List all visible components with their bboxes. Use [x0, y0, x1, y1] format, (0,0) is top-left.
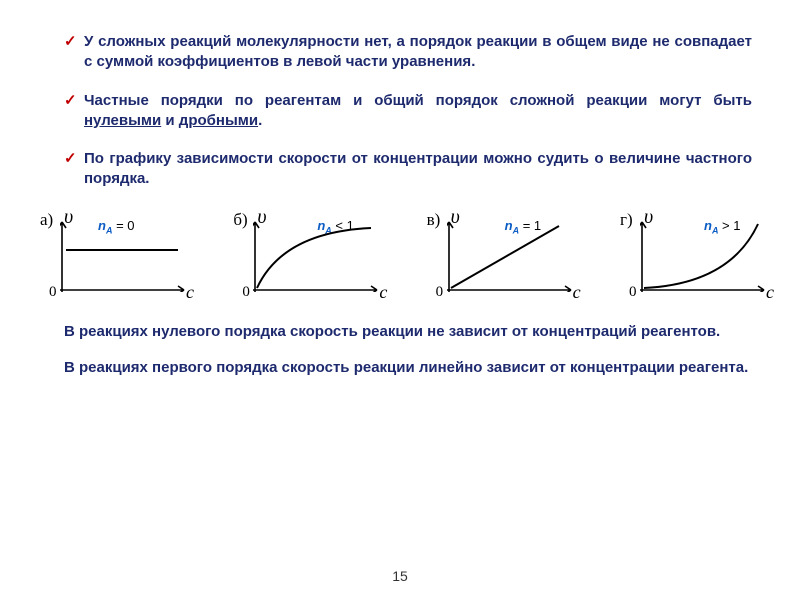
curve	[451, 226, 559, 288]
mini-chart: а)υnA = 00c	[34, 208, 202, 304]
chart-letter: б)	[233, 210, 247, 230]
x-axis-label: c	[573, 282, 581, 303]
curve	[257, 228, 371, 288]
mini-chart: в)υnA = 10c	[421, 208, 589, 304]
chart-letter: а)	[40, 210, 53, 230]
bullet-item: По графику зависимости скорости от конце…	[64, 149, 752, 190]
bullet-list: У сложных реакций молекулярности нет, а …	[64, 32, 752, 190]
x-axis-label: c	[379, 282, 387, 303]
chart-svg	[447, 218, 577, 292]
chart-svg	[60, 218, 190, 292]
bottom-paragraph: В реакциях нулевого порядка скорость реа…	[64, 322, 752, 342]
chart-svg	[253, 218, 383, 292]
origin-label: 0	[242, 284, 250, 301]
charts-row: а)υnA = 00cб)υnA < 10cв)υnA = 10cг)υnA >…	[34, 208, 782, 304]
x-axis-label: c	[186, 282, 194, 303]
chart-letter: г)	[620, 210, 633, 230]
bullet-item: У сложных реакций молекулярности нет, а …	[64, 32, 752, 73]
chart-letter: в)	[427, 210, 441, 230]
slide: У сложных реакций молекулярности нет, а …	[0, 0, 800, 600]
curve	[644, 224, 758, 288]
mini-chart: б)υnA < 10c	[227, 208, 395, 304]
origin-label: 0	[436, 284, 444, 301]
bullet-item: Частные порядки по реагентам и общий пор…	[64, 91, 752, 132]
bottom-paragraph: В реакциях первого порядка скорость реак…	[64, 358, 752, 378]
page-number: 15	[392, 568, 408, 584]
chart-svg	[640, 218, 770, 292]
x-axis-label: c	[766, 282, 774, 303]
origin-label: 0	[49, 284, 57, 301]
origin-label: 0	[629, 284, 637, 301]
mini-chart: г)υnA > 10c	[614, 208, 782, 304]
